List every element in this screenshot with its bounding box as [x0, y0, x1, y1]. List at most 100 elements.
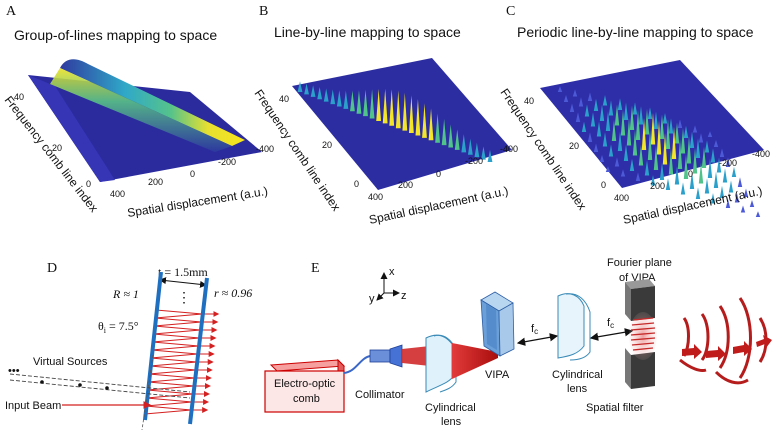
panel-c-peak: [587, 132, 593, 142]
panel-a-xtick-400: 400: [110, 189, 125, 199]
virtual-sources-label: Virtual Sources: [33, 356, 108, 368]
reflection-segment: [155, 309, 203, 315]
panel-c-peak: [644, 160, 650, 176]
panel-c-xtick-0: 0: [688, 169, 693, 179]
panel-c-title: Periodic line-by-line mapping to space: [517, 24, 754, 40]
incidence-angle-label: θi = 7.5°: [98, 319, 139, 335]
panel-b-peak: [402, 92, 408, 131]
panel-b-peak: [343, 90, 349, 109]
panel-c-peak: [710, 193, 716, 204]
panel-c-peak: [650, 175, 656, 186]
panel-c-peak: [614, 104, 620, 126]
panel-c-peak: [692, 147, 698, 174]
panel-b-peak: [467, 138, 473, 155]
panel-c-peak: [659, 114, 665, 139]
panel-b-peak: [389, 89, 395, 126]
panel-c-peak: [731, 166, 737, 177]
panel-c-peak: [671, 126, 677, 159]
panel-c-peak: [704, 140, 710, 153]
panel-c-peak: [644, 108, 650, 135]
panel-c-letter: C: [506, 4, 515, 19]
panel-c-peak: [563, 94, 569, 102]
panel-c: C Periodic line-by-line mapping to space…: [498, 4, 771, 227]
fourier-plane-label-line1: Fourier plane: [607, 257, 672, 269]
panel-c-peak: [593, 143, 599, 152]
panel-b-xtick-m400: -400: [500, 144, 518, 154]
panel-c-peak: [689, 171, 695, 189]
reflection-segment: [152, 341, 199, 347]
panel-c-peak: [665, 178, 671, 190]
panel-b-peak: [310, 85, 316, 97]
output-wavefronts: [679, 297, 768, 385]
panel-c-xtick-200: 200: [650, 181, 665, 191]
panel-c-peak: [638, 106, 644, 125]
panel-c-peak: [578, 97, 584, 107]
panel-c-peak: [668, 118, 674, 134]
panel-b-peak: [395, 90, 401, 129]
panel-c-peak: [599, 154, 605, 162]
focal-length-arrow-2: [589, 328, 634, 341]
panel-b: B Line-by-line mapping to space 40 20 0 …: [252, 4, 519, 227]
panel-a-xtick-200: 200: [148, 177, 163, 187]
panel-b-peak: [323, 88, 329, 102]
reflection-segment: [149, 365, 196, 371]
panel-c-peak: [674, 122, 680, 144]
panel-e: E x z y Electro-optic comb Collimator: [264, 257, 772, 428]
panel-c-peak: [626, 118, 632, 146]
panel-c-peak: [632, 129, 638, 156]
spatial-filter: [625, 279, 657, 389]
panel-b-peak: [448, 124, 454, 148]
reflection-segment: [145, 405, 192, 411]
panel-a-wave-side: [50, 68, 232, 152]
panel-c-peak: [710, 148, 716, 163]
vipa-etalon: [480, 291, 515, 357]
panel-b-xtick-200: 200: [398, 180, 413, 190]
panel-b-letter: B: [259, 4, 268, 19]
reflection-segment: [154, 317, 202, 323]
reflection-segment: [151, 345, 199, 351]
vipa-plate-left: [143, 271, 163, 421]
panel-e-letter: E: [311, 261, 320, 276]
ellipsis-left: •••: [8, 365, 20, 377]
panel-c-peak: [668, 148, 674, 175]
cylindrical-lens-2: [557, 293, 591, 361]
panel-b-xtick-m200: -200: [465, 156, 483, 166]
panel-c-peak: [647, 130, 653, 160]
panel-b-peak: [317, 87, 323, 100]
panel-c-peak: [575, 112, 581, 122]
panel-c-peak: [677, 139, 683, 169]
thickness-dimension-arrow: [159, 277, 207, 288]
electro-optic-comb-box: Electro-optic comb: [264, 358, 346, 413]
panel-c-peak: [617, 98, 623, 110]
virtual-source-line-1: [9, 373, 191, 393]
panel-c-peak: [623, 102, 629, 120]
panel-c-peak: [662, 113, 668, 124]
panel-b-peaks: [297, 81, 493, 162]
reflection-segment: [151, 349, 198, 355]
panel-d-letter: D: [47, 261, 57, 276]
panel-c-peak: [683, 125, 689, 138]
panel-a-xtick-m200: -200: [218, 157, 236, 167]
panel-c-peak: [614, 157, 620, 167]
panel-b-surface-floor: [292, 58, 512, 190]
panel-b-peak: [369, 89, 375, 119]
panel-c-xtick-m400: -400: [752, 149, 770, 159]
panel-c-peak: [593, 98, 599, 111]
panel-a-ytick-20: 20: [52, 143, 62, 153]
panel-c-peak: [629, 158, 635, 171]
panel-c-peaks: [557, 86, 761, 217]
panel-c-peak: [743, 188, 749, 197]
panel-c-peak: [719, 148, 725, 157]
reflection-segment: [145, 401, 193, 407]
vipa-reflections: [144, 309, 220, 415]
panel-b-peak: [297, 81, 303, 92]
collimator-label: Collimator: [355, 389, 405, 401]
reflection-segment: [149, 369, 196, 375]
panel-c-peak: [632, 102, 638, 115]
panel-c-peak: [638, 144, 644, 166]
panel-b-peak: [474, 142, 480, 158]
panel-c-peak: [581, 121, 587, 132]
panel-a-group-wave: [60, 59, 245, 147]
panel-b-peak: [350, 90, 355, 112]
